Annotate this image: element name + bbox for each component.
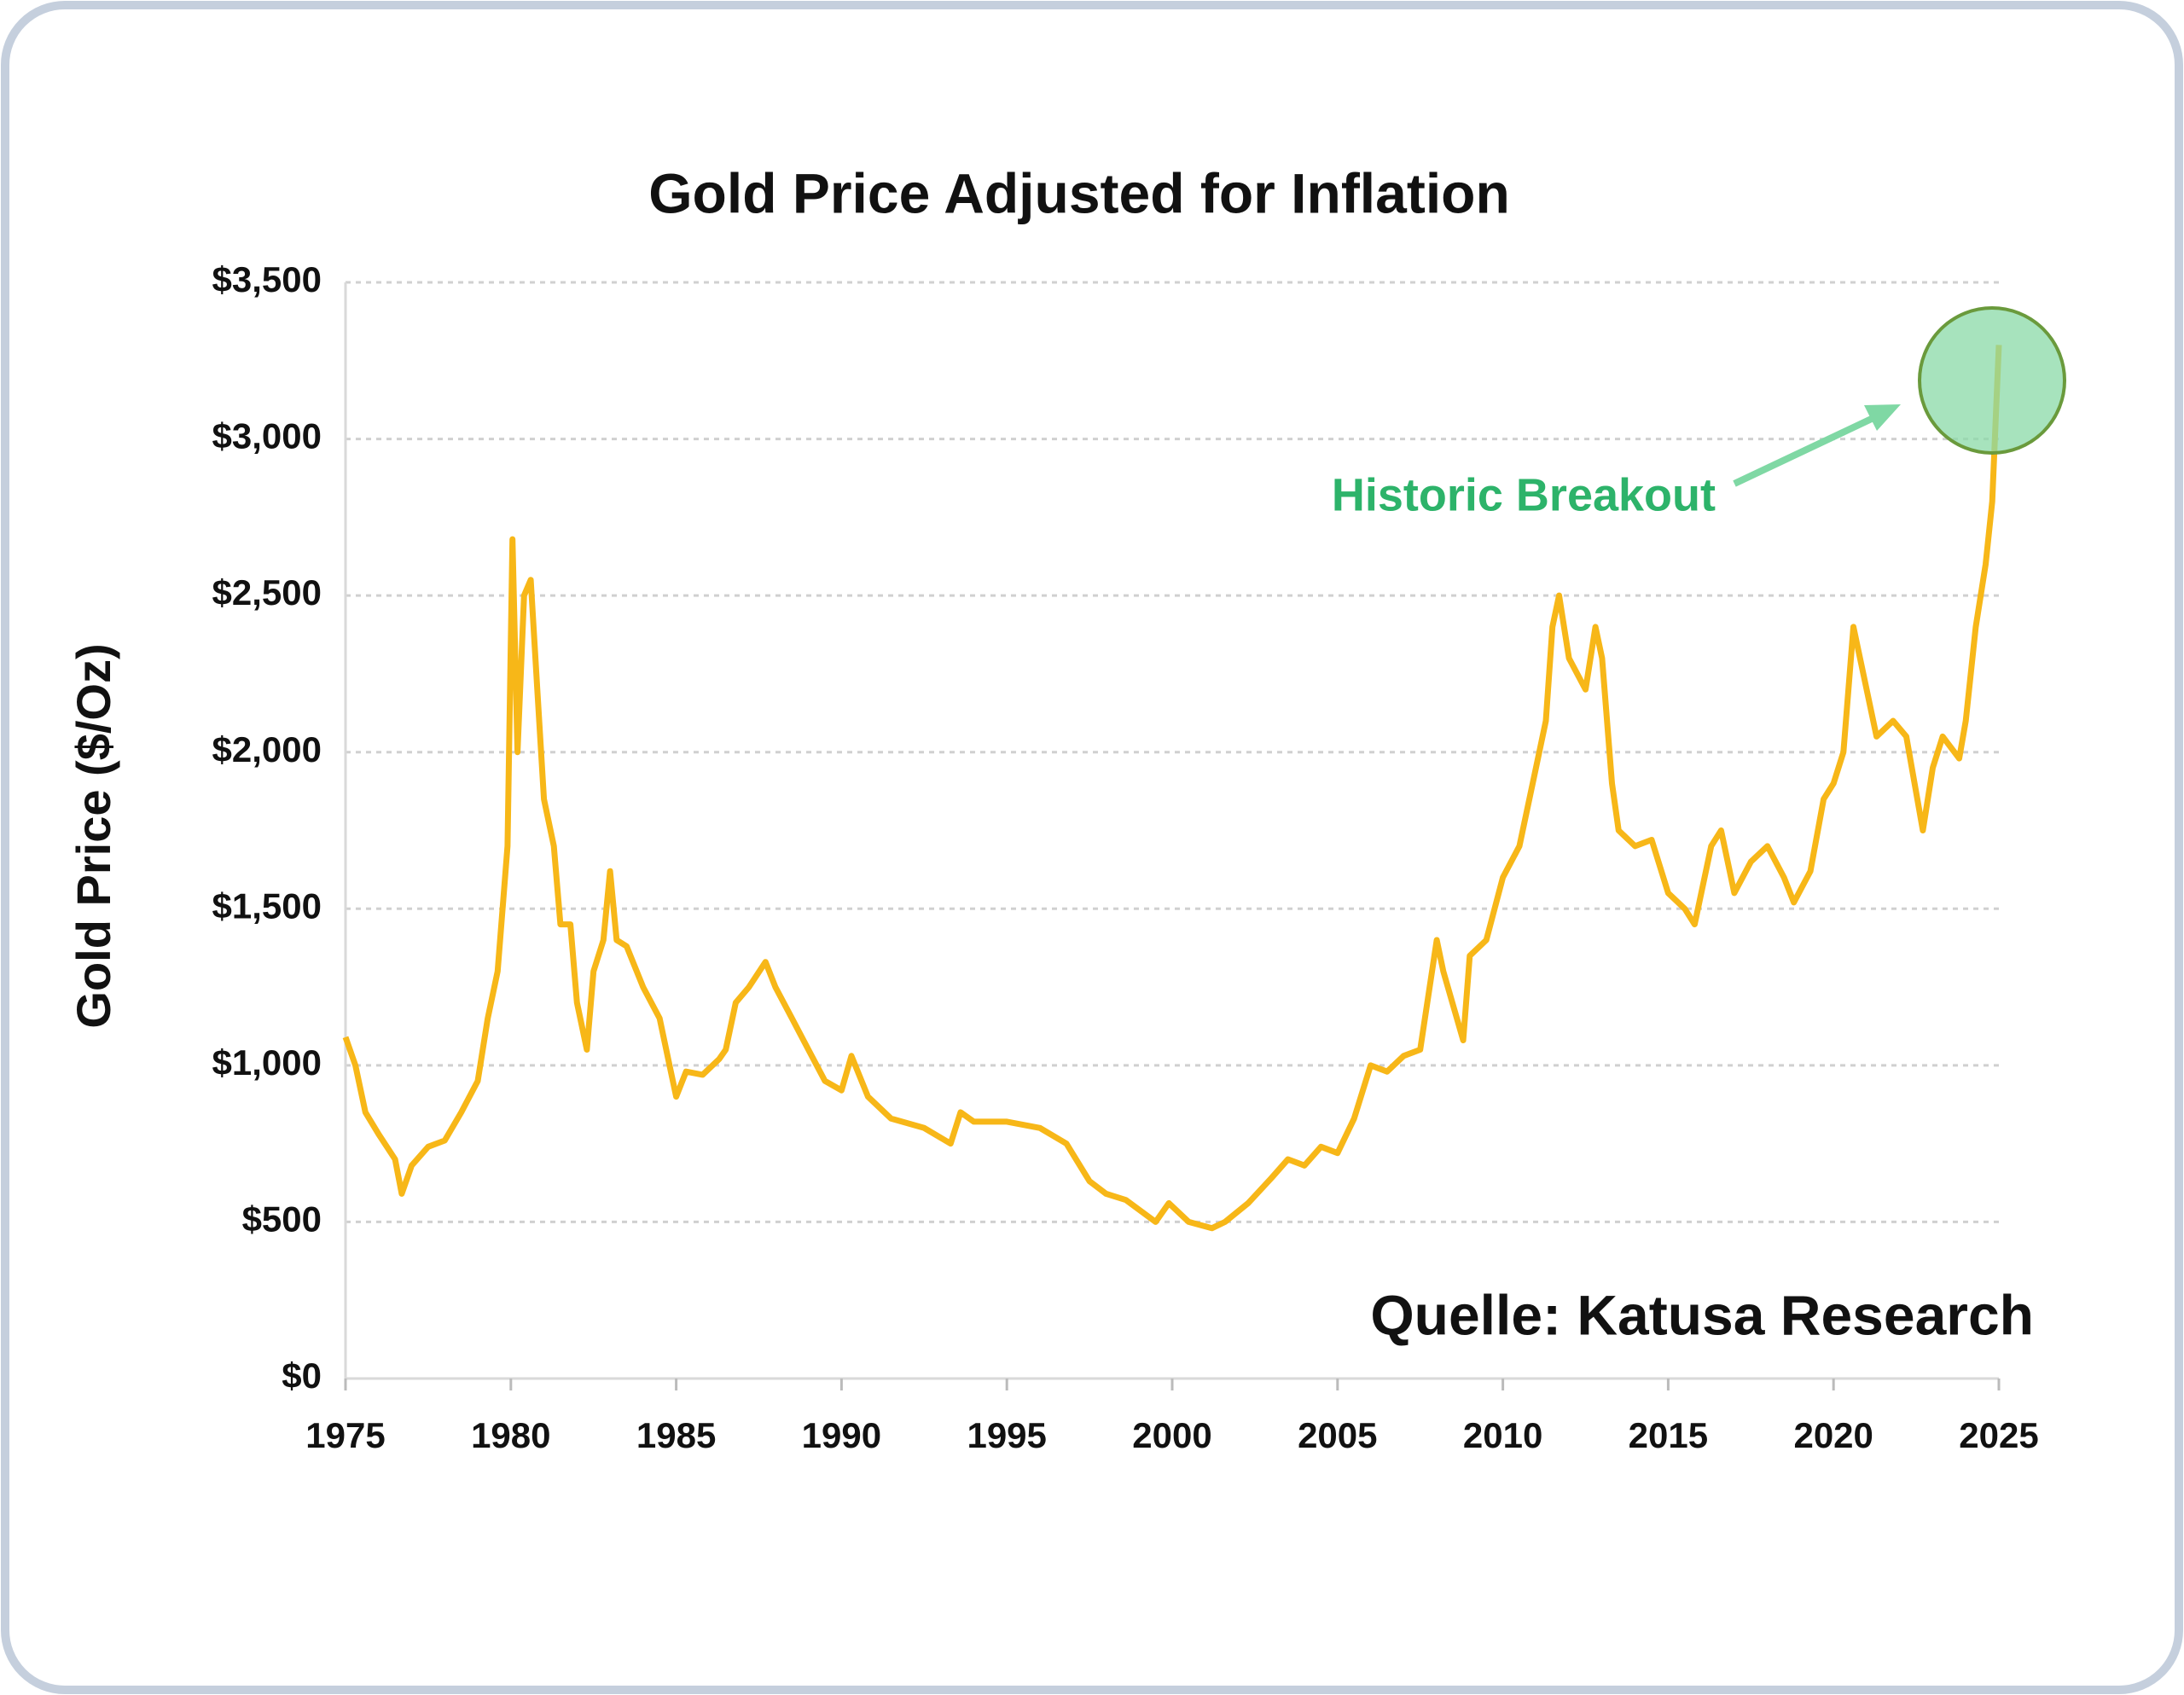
y-tick-label: $0 xyxy=(282,1355,322,1396)
x-tick-label: 1975 xyxy=(305,1415,385,1455)
x-tick-label: 2005 xyxy=(1298,1415,1377,1455)
x-tick-label: 1985 xyxy=(636,1415,716,1455)
x-tick-label: 2010 xyxy=(1463,1415,1542,1455)
y-tick-label: $3,500 xyxy=(212,259,322,299)
y-tick-label: $3,000 xyxy=(212,416,322,456)
annotation: Historic Breakout xyxy=(1332,469,1716,520)
x-tick-label: 2020 xyxy=(1793,1415,1873,1455)
y-axis-label: Gold Price ($/Oz) xyxy=(67,643,120,1028)
y-tick-label: $1,500 xyxy=(212,885,322,926)
x-tick-label: 2025 xyxy=(1959,1415,2038,1455)
y-tick-label: $500 xyxy=(242,1199,322,1239)
y-tick-label: $2,500 xyxy=(212,572,322,612)
y-tick-label: $1,000 xyxy=(212,1042,322,1083)
y-tick-label: $2,000 xyxy=(212,729,322,769)
x-tick-label: 1990 xyxy=(802,1415,881,1455)
chart-title: Gold Price Adjusted for Inflation xyxy=(648,161,1510,224)
highlight-circle xyxy=(1918,306,2066,455)
arrow-shaft xyxy=(1733,413,1879,487)
source-note: Quelle: Katusa Research xyxy=(1370,1283,2034,1346)
line-series xyxy=(342,345,2002,1232)
x-tick-label: 1995 xyxy=(967,1415,1046,1455)
x-tick-label: 1980 xyxy=(471,1415,550,1455)
arrow-head xyxy=(1864,404,1901,431)
x-tick-label: 2015 xyxy=(1629,1415,1708,1455)
x-tick-label: 2000 xyxy=(1132,1415,1211,1455)
